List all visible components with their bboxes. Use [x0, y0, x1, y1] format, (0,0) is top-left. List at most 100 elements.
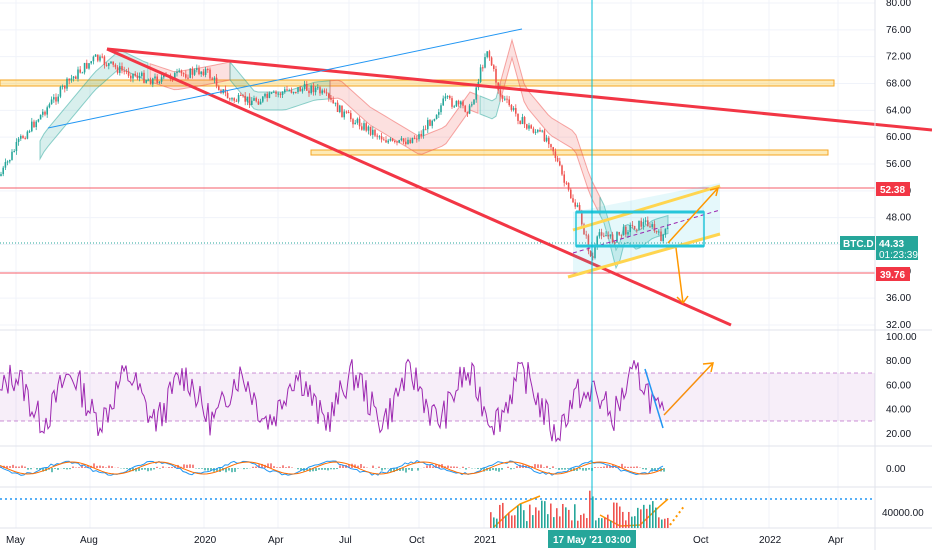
macd-histogram-bar — [501, 468, 503, 470]
candle-body — [55, 97, 57, 102]
macd-histogram-bar — [603, 466, 605, 468]
macd-histogram-bar — [258, 464, 260, 468]
candle-body — [407, 139, 409, 145]
candle-body — [77, 69, 79, 79]
macd-histogram-bar — [597, 467, 599, 468]
macd-histogram-bar — [378, 466, 380, 468]
candle-body — [589, 251, 592, 257]
candle-body — [31, 121, 33, 132]
candle-body — [662, 234, 664, 242]
candle-body — [504, 98, 506, 100]
macd-histogram-bar — [150, 468, 152, 471]
candle-body — [211, 78, 213, 80]
volume-bar — [544, 501, 546, 528]
candle-body — [255, 98, 257, 102]
macd-histogram-bar — [285, 467, 287, 468]
macd-histogram-bar — [207, 468, 209, 471]
candle-body — [99, 56, 101, 61]
candle-body — [468, 105, 471, 114]
candle-body — [383, 139, 385, 141]
candle-body — [125, 70, 128, 72]
macd-histogram-bar — [360, 464, 362, 468]
macd-histogram-bar — [627, 466, 629, 468]
candle-body — [275, 91, 277, 94]
price-tick-label: 72.00 — [886, 52, 911, 63]
candle-body — [251, 100, 253, 105]
time-axis[interactable]: MayAug2020AprJulOct2021AprJulOct2022Apr — [6, 535, 844, 546]
channel-mid-line — [572, 209, 721, 254]
candle-body — [389, 138, 392, 141]
price-tick-label: 64.00 — [886, 105, 911, 116]
candle-body — [398, 140, 400, 143]
macd-histogram-bar — [327, 468, 329, 471]
candle-body — [138, 75, 141, 79]
price-tick-label: 68.00 — [886, 79, 911, 90]
time-tick-label: Oct — [409, 535, 425, 546]
level-badge-52 — [876, 182, 910, 196]
volume-bar — [589, 490, 591, 528]
macd-histogram-bar — [147, 468, 149, 472]
candle-body — [308, 90, 310, 94]
volume-bar — [559, 516, 561, 528]
candle-body — [75, 76, 77, 79]
macd-histogram-bar — [156, 466, 158, 468]
macd-histogram-bar — [402, 468, 404, 471]
candle-body — [471, 104, 473, 106]
macd-histogram-bar — [135, 468, 137, 472]
candle-body — [515, 108, 517, 114]
candle-body — [369, 126, 372, 135]
candle-body — [391, 138, 394, 141]
up-projection-arrow — [667, 187, 719, 244]
candle-body — [479, 67, 482, 82]
candle-body — [35, 121, 37, 128]
projection-arrows[interactable] — [663, 186, 720, 416]
macd-histogram-bar — [87, 465, 89, 468]
candle-body — [570, 189, 572, 199]
candle-body — [160, 77, 163, 82]
macd-histogram-bar — [333, 468, 335, 470]
candle-body — [277, 93, 279, 95]
candle-body — [189, 68, 191, 78]
candle-body — [68, 78, 70, 81]
macd-histogram-bar — [141, 468, 143, 470]
candle-body — [592, 256, 594, 259]
candle-body — [512, 108, 515, 110]
candle-body — [147, 79, 150, 81]
candle-body — [226, 92, 229, 99]
candle-body — [501, 95, 504, 99]
candle-body — [424, 129, 427, 131]
candle-body — [651, 224, 653, 228]
level-label-52: 52.38 — [880, 185, 905, 196]
rising-channel[interactable] — [567, 183, 721, 279]
candle-body — [312, 85, 315, 93]
candle-body — [2, 167, 4, 175]
macd-histogram-bar — [348, 464, 350, 468]
candle-body — [314, 87, 317, 93]
macd-histogram-bar — [399, 468, 401, 471]
symbol-badge[interactable]: BTC.D 44.33 01:23:39 — [840, 236, 918, 261]
time-tick-label: Apr — [828, 535, 844, 546]
crosshair-time-label: 17 May '21 03:00 — [553, 535, 631, 546]
candle-body — [567, 182, 570, 190]
candle-body — [376, 135, 378, 137]
candle-body — [385, 140, 387, 143]
macd-histogram-bar — [588, 468, 590, 470]
candle-body — [532, 128, 535, 133]
candle-body — [365, 123, 367, 131]
candle-body — [510, 105, 513, 110]
macd-histogram-bar — [36, 468, 38, 470]
volume-bar — [490, 512, 492, 528]
macd-histogram-bar — [576, 468, 578, 471]
macd-histogram-bar — [312, 468, 314, 472]
volume-bar — [502, 502, 504, 528]
candle-body — [209, 69, 211, 79]
candle-body — [523, 117, 526, 125]
candle-body — [354, 122, 356, 125]
macd-histogram-bar — [372, 465, 374, 468]
macd-histogram-bar — [12, 464, 14, 468]
trendlines[interactable] — [47, 28, 932, 327]
candle-body — [475, 87, 477, 100]
candle-body — [130, 75, 132, 79]
rsi-trendline — [644, 368, 664, 429]
